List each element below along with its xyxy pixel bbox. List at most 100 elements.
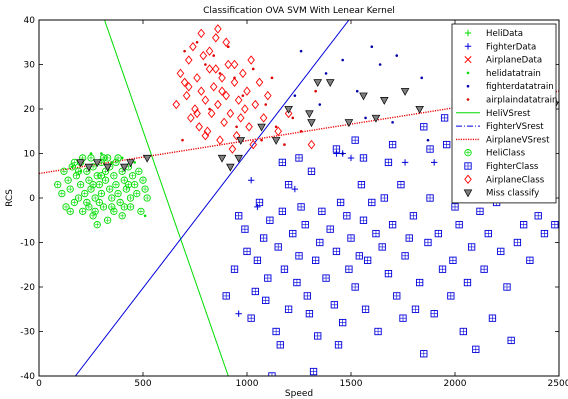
point-fighterclass-66-cross [426, 194, 434, 202]
point-fighterclass-61 [409, 212, 418, 220]
legend-entry-airplanedata: AirplaneData [464, 56, 542, 66]
point-fighterclass-22 [293, 278, 301, 287]
point-airplaneclass-14 [205, 64, 214, 74]
point-fighterclass-41-cross [345, 266, 353, 273]
point-fighterclass-26 [303, 292, 311, 300]
point-heliclass-6-ring [68, 163, 76, 171]
point-heliclass-33-ring [110, 172, 118, 180]
point-fighterclass-19 [284, 180, 293, 189]
x-tick-label: 0 [36, 379, 42, 389]
point-fighterclass-58 [399, 314, 407, 322]
point-heliclass-32-ring [108, 194, 116, 202]
point-heliclass-52-ring [141, 185, 149, 193]
point-fighterclass-70 [440, 114, 449, 122]
point-heliclass-9 [74, 194, 83, 202]
point-airplaneclass-43 [222, 37, 230, 47]
point-airplaneclass-25 [228, 144, 237, 154]
point-fighterclass-40 [343, 212, 351, 220]
point-airplaindatatrain-7 [241, 94, 245, 97]
legend-label: HeliData [486, 29, 523, 39]
point-fighterdatatrain-8 [391, 121, 394, 124]
legend-entry-fighterdata: FighterData [464, 42, 536, 52]
point-heliclass-39-ring [118, 167, 126, 175]
point-fighterclass-6-cross [252, 288, 259, 295]
point-airplaneclass-8 [193, 73, 201, 83]
point-airplaneclass-15 [207, 108, 216, 119]
point-fighterclass-67-cross [431, 310, 438, 317]
point-fighterclass-53-cross [381, 194, 388, 202]
point-airplaneclass-35 [249, 139, 258, 150]
point-heliclass-12-cross [80, 209, 85, 214]
point-airplaneclass-48 [212, 64, 220, 74]
point-fighterclass-87 [507, 336, 515, 345]
point-fighterdata-0 [235, 310, 242, 317]
point-fighterclass-96 [295, 154, 303, 162]
point-fighterclass-15 [274, 243, 282, 251]
point-heliclass-38-ring [116, 198, 124, 207]
point-heliclass-53-ring [143, 194, 151, 202]
point-heliclass-10 [76, 180, 85, 189]
point-heliclass-40 [118, 212, 126, 220]
point-fighterclass-25 [301, 221, 309, 229]
point-fighterclass-51-cross [374, 328, 382, 335]
point-airplaindatatrain-5 [226, 45, 230, 48]
y-tick-label: 20 [24, 105, 36, 115]
point-airplaindatatrain-3 [212, 54, 216, 57]
point-fighterclass-64 [420, 350, 428, 358]
point-miss-classify-0 [76, 159, 85, 168]
point-heliclass-8-ring [72, 172, 81, 180]
point-heliclass-69-cross [99, 173, 104, 178]
y-tick-label: 30 [24, 61, 36, 71]
point-fighterclass-9 [259, 234, 268, 242]
point-fighterclass-29-cross [312, 257, 319, 264]
point-fighterclass-17-cross [279, 208, 286, 215]
point-fighterclass-55 [388, 221, 397, 229]
point-fighterdatatrain-7 [378, 63, 382, 66]
point-fighterclass-91-cross [526, 257, 534, 264]
point-fighterclass-65 [424, 238, 432, 247]
legend-swatch-marker-cross [465, 150, 471, 155]
point-heliclass-30 [106, 185, 114, 193]
point-heliclass-41-ring [120, 176, 128, 184]
point-heliclass-49 [135, 167, 143, 175]
point-fighterclass-100 [420, 123, 428, 131]
point-miss-classify-18 [371, 114, 381, 123]
point-heliclass-51 [139, 176, 147, 184]
point-fighterclass-14 [272, 327, 280, 336]
legend-swatch-marker [464, 43, 472, 50]
point-heliclass-12-ring [79, 207, 87, 216]
point-heliclass-42-ring [122, 185, 131, 193]
point-heliclass-58 [66, 207, 74, 216]
point-airplaneclass-44 [230, 59, 239, 70]
point-heliclass-65-cross [122, 204, 127, 210]
point-fighterclass-15-cross [275, 243, 282, 251]
point-fighterclass-20-cross [285, 306, 292, 313]
point-fighterclass-106-cross [385, 159, 392, 166]
point-fighterclass-46 [359, 216, 368, 224]
y-axis-label: RCS [5, 189, 15, 207]
point-fighterclass-23-cross [295, 252, 303, 260]
point-airplaindatatrain-15 [208, 107, 211, 111]
point-fighterclass-32 [318, 207, 326, 215]
point-miss-classify-6 [142, 154, 152, 163]
point-fighterclass-53 [380, 194, 388, 202]
point-fighterclass-16-cross [277, 341, 284, 349]
point-heliclass-66-ring [124, 180, 133, 189]
point-heliclass-15-cross [86, 178, 92, 183]
point-heliclass-54-cross [84, 200, 90, 205]
point-fighterclass-92 [534, 212, 542, 220]
point-airplaneclass-41 [205, 46, 214, 56]
point-miss-classify-7 [217, 154, 227, 163]
point-miss-classify-28 [236, 137, 246, 145]
point-heliclass-59 [70, 158, 79, 167]
legend-label: FighterClass [486, 162, 539, 172]
point-fighterdatatrain-18 [293, 94, 297, 97]
point-airplaneclass-23 [224, 59, 233, 70]
point-fighterclass-35-cross [331, 301, 338, 308]
point-fighterclass-39 [339, 318, 347, 327]
point-helidatatrain-0 [79, 170, 82, 173]
point-heliclass-30-cross [107, 186, 112, 192]
point-fighterclass-89-cross [514, 239, 521, 246]
series-airplaneclass [172, 24, 316, 154]
point-fighterclass-54-cross [385, 270, 392, 277]
